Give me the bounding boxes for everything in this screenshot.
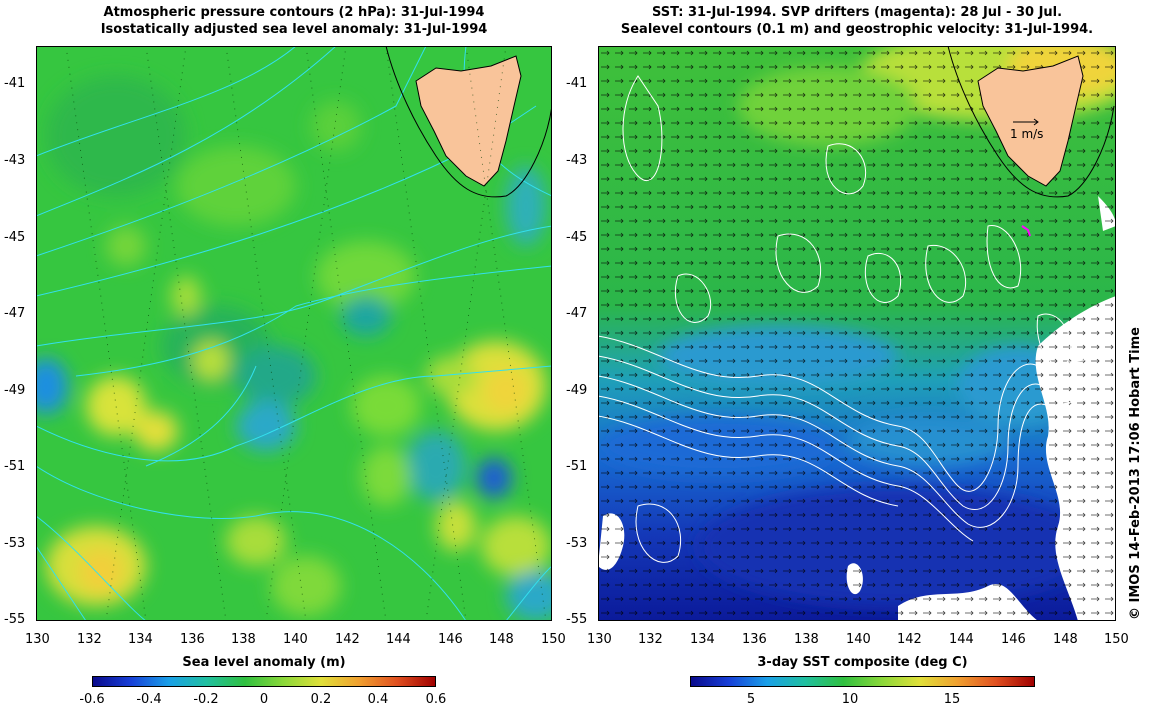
sst-plot: 1 m/s bbox=[598, 46, 1116, 621]
imos-credit: © IMOS 14-Feb-2013 17:06 Hobart Time bbox=[1128, 327, 1143, 620]
altimeter-tracks bbox=[65, 46, 547, 621]
sea-level-anomaly-map[interactable] bbox=[36, 46, 552, 621]
y-tick: -43 bbox=[566, 153, 588, 168]
x-tick: 132 bbox=[638, 632, 663, 647]
x-tick: 146 bbox=[438, 632, 463, 647]
x-tick: 150 bbox=[541, 632, 566, 647]
y-tick: -45 bbox=[4, 230, 26, 245]
velocity-legend-label: 1 m/s bbox=[1010, 127, 1043, 141]
x-tick: 150 bbox=[1104, 632, 1129, 647]
y-tick: -55 bbox=[4, 612, 26, 627]
left-map-title: Atmospheric pressure contours (2 hPa): 3… bbox=[36, 4, 552, 38]
sst-colorbar-title: 3-day SST composite (deg C) bbox=[757, 655, 968, 670]
x-tick: 144 bbox=[949, 632, 974, 647]
svp-drifter-track bbox=[1021, 225, 1031, 237]
sst-colorbar bbox=[690, 676, 1035, 687]
x-tick: 134 bbox=[128, 632, 153, 647]
x-tick: 140 bbox=[283, 632, 308, 647]
colorbar-tick: -0.4 bbox=[136, 692, 162, 707]
x-tick: 142 bbox=[897, 632, 922, 647]
left-title-line2: Isostatically adjusted sea level anomaly… bbox=[100, 22, 488, 37]
y-tick: -49 bbox=[566, 383, 588, 398]
x-tick: 146 bbox=[1001, 632, 1026, 647]
tasmania-landmass bbox=[415, 55, 522, 187]
left-title-line1: Atmospheric pressure contours (2 hPa): 3… bbox=[103, 5, 485, 20]
y-tick: -41 bbox=[566, 76, 588, 91]
pressure-contours bbox=[36, 46, 552, 621]
y-tick: -51 bbox=[4, 459, 26, 474]
x-tick: 136 bbox=[742, 632, 767, 647]
colorbar-tick: 0 bbox=[259, 692, 269, 707]
x-tick: 138 bbox=[231, 632, 256, 647]
x-tick: 130 bbox=[587, 632, 612, 647]
sst-map[interactable]: 1 m/s bbox=[598, 46, 1116, 621]
sealevel-contours bbox=[598, 75, 1116, 563]
sla-field-patches bbox=[36, 76, 552, 621]
y-tick: -47 bbox=[4, 306, 26, 321]
x-tick: 136 bbox=[180, 632, 205, 647]
y-tick: -41 bbox=[4, 76, 26, 91]
y-tick: -43 bbox=[4, 153, 26, 168]
sla-colorbar bbox=[92, 676, 436, 687]
x-tick: 132 bbox=[77, 632, 102, 647]
colorbar-tick: -0.6 bbox=[79, 692, 105, 707]
x-tick: 148 bbox=[1053, 632, 1078, 647]
continental-shelf-contour bbox=[947, 46, 1115, 198]
colorbar-tick: 0.6 bbox=[425, 692, 447, 707]
velocity-legend-arrow bbox=[1013, 118, 1039, 126]
right-map-frame bbox=[598, 46, 1116, 621]
continental-shelf-contour bbox=[385, 46, 552, 198]
y-tick: -51 bbox=[566, 459, 588, 474]
colorbar-tick: 0.2 bbox=[310, 692, 332, 707]
colorbar-tick: 10 bbox=[841, 692, 859, 707]
y-tick: -45 bbox=[566, 230, 588, 245]
x-tick: 138 bbox=[794, 632, 819, 647]
x-tick: 144 bbox=[386, 632, 411, 647]
y-tick: -55 bbox=[566, 612, 588, 627]
x-tick: 140 bbox=[846, 632, 871, 647]
y-tick: -49 bbox=[4, 383, 26, 398]
colorbar-tick: 0.4 bbox=[367, 692, 389, 707]
colorbar-tick: 5 bbox=[746, 692, 756, 707]
x-tick: 148 bbox=[489, 632, 514, 647]
y-tick: -47 bbox=[566, 306, 588, 321]
x-tick: 142 bbox=[335, 632, 360, 647]
colorbar-tick: -0.2 bbox=[193, 692, 219, 707]
x-tick: 130 bbox=[25, 632, 50, 647]
y-tick: -53 bbox=[566, 536, 588, 551]
sla-colorbar-title: Sea level anomaly (m) bbox=[182, 655, 346, 670]
x-tick: 134 bbox=[690, 632, 715, 647]
tasmania-landmass bbox=[977, 55, 1084, 187]
y-tick: -53 bbox=[4, 536, 26, 551]
colorbar-tick: 15 bbox=[943, 692, 961, 707]
right-title-line1: SST: 31-Jul-1994. SVP drifters (magenta)… bbox=[651, 5, 1063, 20]
right-title-line2: Sealevel contours (0.1 m) and geostrophi… bbox=[620, 22, 1094, 37]
sea-level-anomaly-plot bbox=[36, 46, 552, 621]
right-map-title: SST: 31-Jul-1994. SVP drifters (magenta)… bbox=[598, 4, 1116, 38]
left-map-frame bbox=[36, 46, 552, 621]
